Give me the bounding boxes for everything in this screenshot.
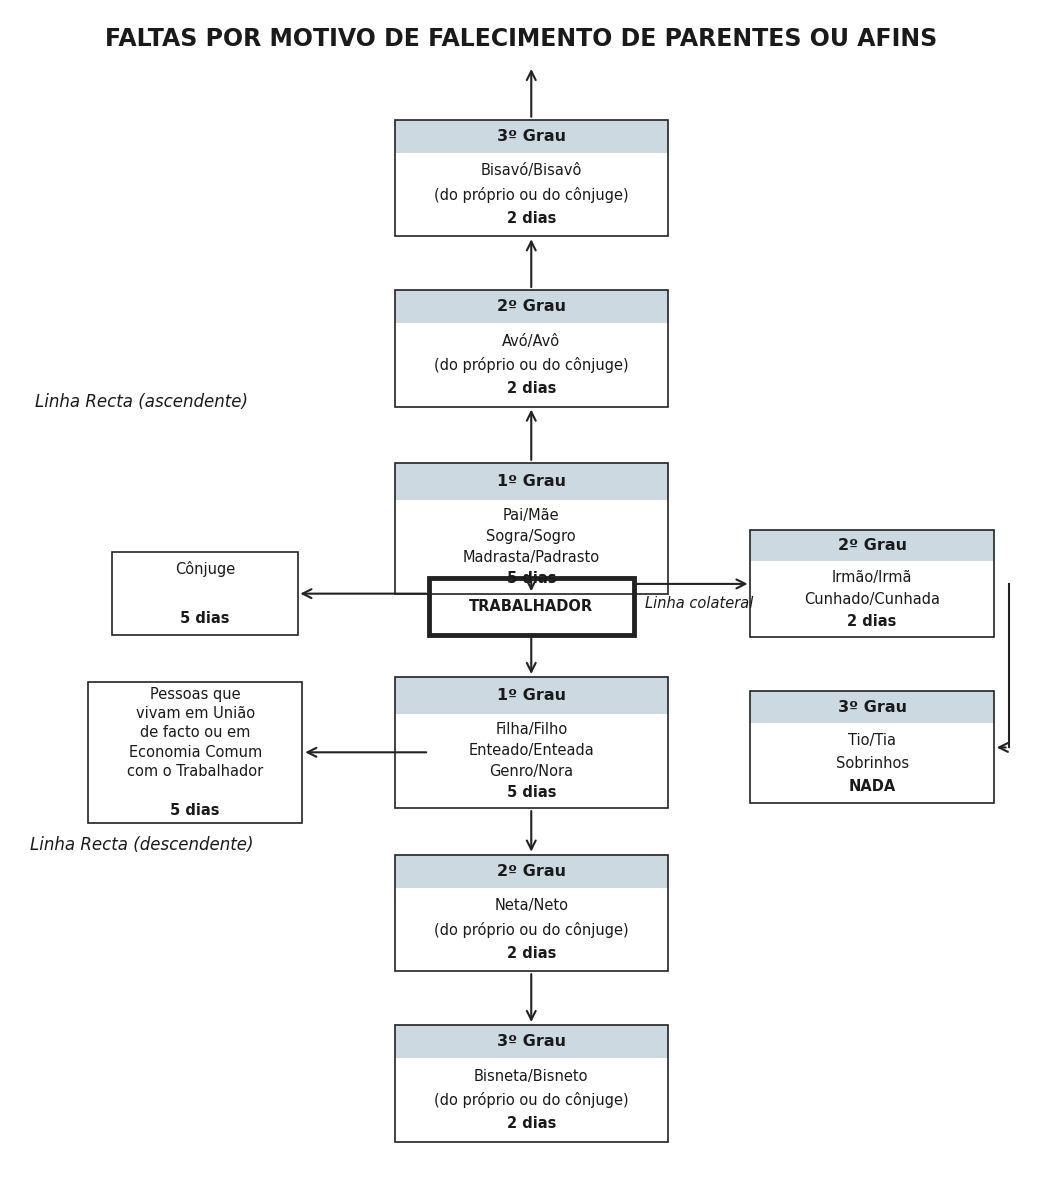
Text: (do próprio ou do cônjuge): (do próprio ou do cônjuge) [434,187,629,203]
Text: 5 dias: 5 dias [170,803,220,817]
Bar [395,888,668,971]
Text: 1º Grau: 1º Grau [496,689,565,703]
Text: Sobrinhos: Sobrinhos [835,756,908,771]
Text: Linha Recta (descendente): Linha Recta (descendente) [30,836,253,854]
Bar [395,855,668,971]
Text: 5 dias: 5 dias [507,570,556,586]
Bar [113,553,297,635]
Bar [429,578,633,634]
Text: vivam em União: vivam em União [136,706,254,722]
Bar [750,691,994,803]
Bar [395,677,668,715]
Text: 2 dias: 2 dias [507,946,556,961]
Text: Neta/Neto: Neta/Neto [494,899,568,913]
Bar [395,1025,668,1142]
Text: 5 dias: 5 dias [180,612,229,626]
Text: Cunhado/Cunhada: Cunhado/Cunhada [804,592,940,607]
Text: de facto ou em: de facto ou em [140,725,250,740]
Text: (do próprio ou do cônjuge): (do próprio ou do cônjuge) [434,921,629,938]
Text: Tio/Tia: Tio/Tia [848,733,896,748]
Text: Avó/Avô: Avó/Avô [502,334,560,348]
Bar [395,855,668,888]
Text: Pai/Mãe: Pai/Mãe [503,508,560,523]
Text: 2º Grau: 2º Grau [838,539,906,553]
Text: 2 dias: 2 dias [848,614,897,628]
Text: 2 dias: 2 dias [507,381,556,397]
Bar [395,715,668,808]
Text: (do próprio ou do cônjuge): (do próprio ou do cônjuge) [434,1092,629,1108]
Text: 5 dias: 5 dias [507,785,556,800]
Text: 3º Grau: 3º Grau [496,129,565,144]
Text: Bisneta/Bisneto: Bisneta/Bisneto [474,1069,588,1083]
Text: Linha Recta (ascendente): Linha Recta (ascendente) [35,393,248,411]
Text: FALTAS POR MOTIVO DE FALECIMENTO DE PARENTES OU AFINS: FALTAS POR MOTIVO DE FALECIMENTO DE PARE… [105,27,938,51]
Bar [750,724,994,803]
Bar [395,324,668,406]
Bar [750,691,994,724]
Text: 2º Grau: 2º Grau [496,863,565,879]
Text: NADA: NADA [849,778,896,794]
Text: Genro/Nora: Genro/Nora [489,764,574,779]
Text: Cônjuge: Cônjuge [175,561,235,576]
Bar [395,463,668,594]
Text: Linha colateral: Linha colateral [646,596,754,611]
Text: Enteado/Enteada: Enteado/Enteada [468,743,595,758]
Bar [395,152,668,236]
Bar [395,1025,668,1058]
Text: Bisavó/Bisavô: Bisavó/Bisavô [481,163,582,178]
Text: 1º Grau: 1º Grau [496,474,565,489]
Text: Irmão/Irmã: Irmão/Irmã [832,569,913,585]
Bar [395,677,668,808]
Bar [395,501,668,594]
Text: Sogra/Sogro: Sogra/Sogro [486,529,576,544]
Text: (do próprio ou do cônjuge): (do próprio ou do cônjuge) [434,357,629,373]
Bar [395,1058,668,1142]
Text: TRABALHADOR: TRABALHADOR [469,599,593,614]
Text: Madrasta/Padrasto: Madrasta/Padrasto [463,550,600,565]
Text: Economia Comum: Economia Comum [128,745,262,759]
Bar [395,291,668,406]
Bar [750,561,994,638]
Bar [395,119,668,236]
Bar [395,119,668,152]
Text: 2 dias: 2 dias [507,211,556,226]
Text: 3º Grau: 3º Grau [496,1035,565,1049]
Text: Pessoas que: Pessoas que [150,687,241,702]
Text: 3º Grau: 3º Grau [838,700,906,715]
Text: com o Trabalhador: com o Trabalhador [127,764,263,779]
Bar [750,530,994,561]
Bar [88,681,302,823]
Bar [395,291,668,324]
Bar [395,463,668,501]
Bar [750,530,994,638]
Text: 2 dias: 2 dias [507,1116,556,1131]
Text: Filha/Filho: Filha/Filho [495,723,567,737]
Text: 2º Grau: 2º Grau [496,299,565,314]
